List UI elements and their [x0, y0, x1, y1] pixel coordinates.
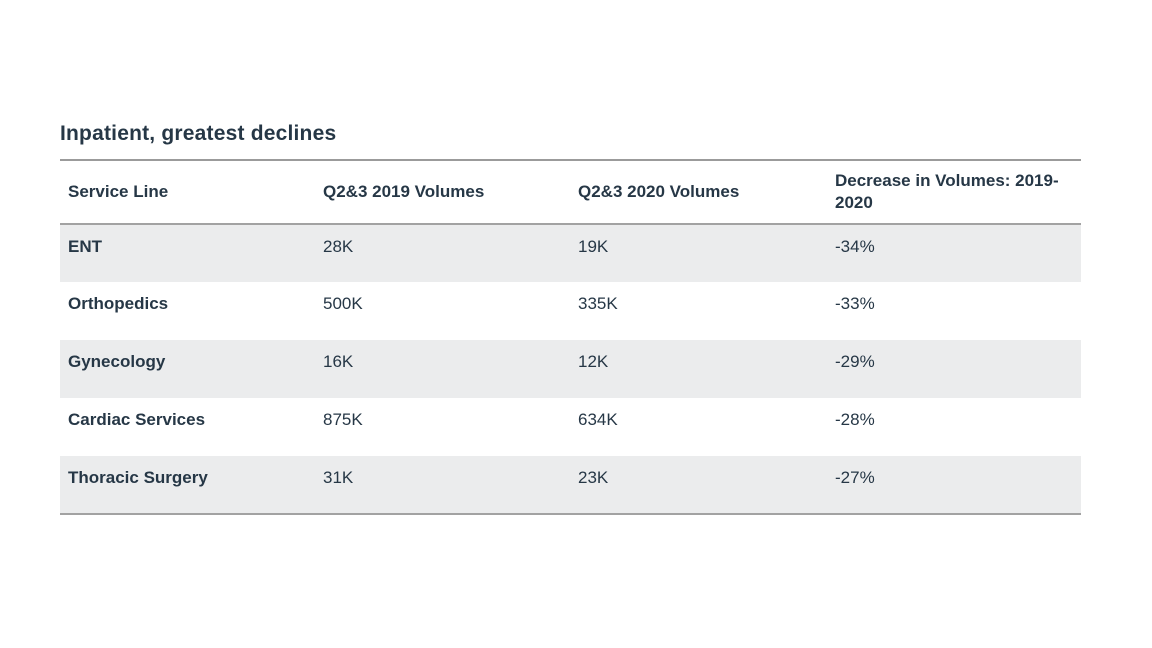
- cell-2020-volumes: 23K: [578, 468, 609, 487]
- table-row: Orthopedics 500K 335K -33%: [60, 282, 1081, 340]
- cell-2020-volumes: 634K: [578, 410, 618, 429]
- column-header-2019-volumes: Q2&3 2019 Volumes: [315, 160, 570, 225]
- table-row: ENT 28K 19K -34%: [60, 224, 1081, 282]
- table-row: Gynecology 16K 12K -29%: [60, 340, 1081, 398]
- table-header-row: Service Line Q2&3 2019 Volumes Q2&3 2020…: [60, 160, 1081, 225]
- slide-content: Inpatient, greatest declines Service Lin…: [60, 122, 1081, 515]
- column-header-service-line: Service Line: [60, 160, 315, 225]
- cell-decrease: -29%: [835, 352, 875, 371]
- page-title: Inpatient, greatest declines: [60, 122, 337, 145]
- cell-2020-volumes: 12K: [578, 352, 609, 371]
- cell-decrease: -27%: [835, 468, 875, 487]
- cell-decrease: -34%: [835, 237, 875, 256]
- cell-2019-volumes: 31K: [323, 468, 354, 487]
- cell-2020-volumes: 19K: [578, 237, 609, 256]
- cell-decrease: -33%: [835, 294, 875, 313]
- cell-service-line: Thoracic Surgery: [68, 468, 208, 487]
- cell-2019-volumes: 875K: [323, 410, 363, 429]
- table-row: Thoracic Surgery 31K 23K -27%: [60, 456, 1081, 514]
- cell-service-line: Cardiac Services: [68, 410, 206, 429]
- cell-service-line: ENT: [68, 237, 102, 256]
- cell-service-line: Gynecology: [68, 352, 166, 371]
- column-header-2020-volumes: Q2&3 2020 Volumes: [570, 160, 827, 225]
- cell-service-line: Orthopedics: [68, 294, 169, 313]
- cell-2019-volumes: 16K: [323, 352, 354, 371]
- cell-2020-volumes: 335K: [578, 294, 618, 313]
- table-row: Cardiac Services 875K 634K -28%: [60, 398, 1081, 456]
- column-header-decrease: Decrease in Volumes: 2019-2020: [827, 160, 1081, 225]
- cell-decrease: -28%: [835, 410, 875, 429]
- cell-2019-volumes: 500K: [323, 294, 363, 313]
- cell-2019-volumes: 28K: [323, 237, 354, 256]
- inpatient-declines-table: Service Line Q2&3 2019 Volumes Q2&3 2020…: [60, 159, 1081, 515]
